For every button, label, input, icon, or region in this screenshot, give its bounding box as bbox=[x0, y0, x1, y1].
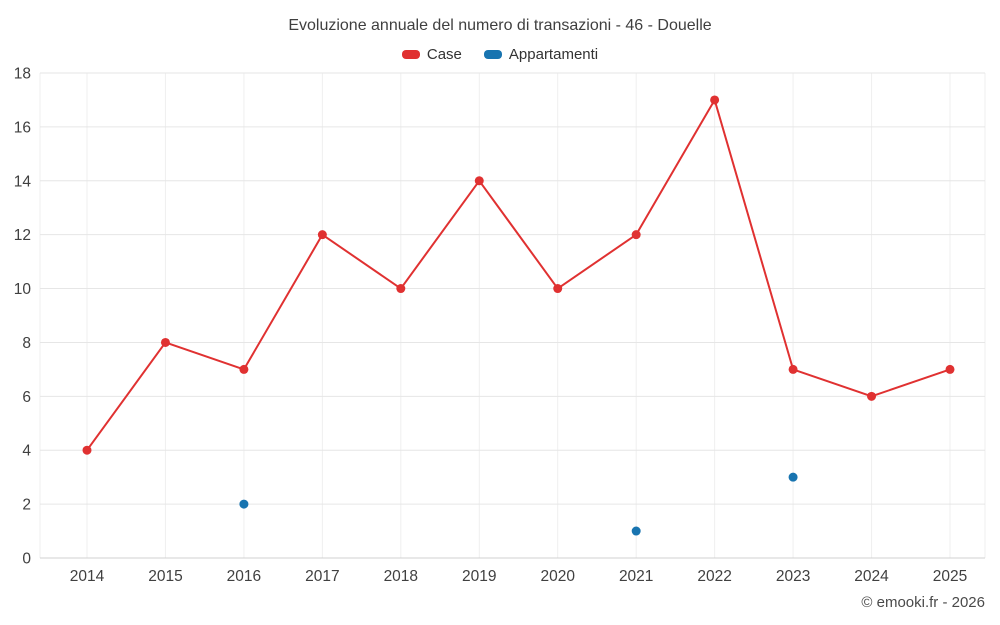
case-legend-label: Case bbox=[426, 46, 462, 63]
x-tick-label: 2015 bbox=[148, 568, 182, 585]
case-line bbox=[86, 98, 951, 452]
x-tick-label: 2019 bbox=[462, 568, 496, 585]
y-tick-label: 18 bbox=[14, 66, 31, 83]
copyright: © emooki.fr - 2026 bbox=[861, 594, 985, 611]
case-point[interactable] bbox=[82, 445, 92, 455]
case-point[interactable] bbox=[239, 364, 249, 374]
appartamenti-point[interactable] bbox=[788, 472, 798, 482]
case-point[interactable] bbox=[788, 364, 798, 374]
case-point[interactable] bbox=[631, 230, 641, 240]
y-tick-label: 10 bbox=[14, 281, 32, 298]
case-point[interactable] bbox=[867, 391, 877, 401]
x-tick-label: 2018 bbox=[384, 568, 418, 585]
appartamenti-point[interactable] bbox=[631, 526, 641, 536]
chart-legend: Case Appartamenti bbox=[0, 46, 1000, 63]
x-tick-label: 2022 bbox=[697, 568, 731, 585]
x-tick-label: 2024 bbox=[854, 568, 889, 585]
x-tick-label: 2014 bbox=[70, 568, 105, 585]
case-point[interactable] bbox=[553, 284, 563, 294]
case-point[interactable] bbox=[945, 364, 955, 374]
x-tick-label: 2016 bbox=[227, 568, 261, 585]
case-point[interactable] bbox=[160, 337, 170, 347]
y-tick-label: 6 bbox=[22, 389, 31, 406]
case-point[interactable] bbox=[396, 284, 406, 294]
y-tick-label: 2 bbox=[22, 497, 31, 514]
x-tick-label: 2023 bbox=[776, 568, 810, 585]
appartamenti-legend-swatch bbox=[483, 50, 502, 59]
y-tick-label: 8 bbox=[22, 335, 31, 352]
legend-item-appartamenti[interactable]: Appartamenti bbox=[483, 46, 599, 63]
case-point[interactable] bbox=[317, 230, 327, 240]
x-tick-label: 2025 bbox=[933, 568, 967, 585]
case-point[interactable] bbox=[474, 176, 484, 186]
case-point[interactable] bbox=[710, 95, 720, 105]
chart-title: Evoluzione annuale del numero di transaz… bbox=[288, 17, 712, 34]
case-legend-swatch bbox=[401, 50, 420, 59]
y-tick-label: 12 bbox=[14, 227, 31, 244]
y-tick-label: 0 bbox=[22, 551, 31, 568]
y-tick-label: 4 bbox=[22, 443, 31, 460]
x-tick-label: 2021 bbox=[619, 568, 653, 585]
y-tick-label: 14 bbox=[14, 173, 32, 190]
legend-item-case[interactable]: Case bbox=[401, 46, 462, 63]
x-tick-label: 2020 bbox=[540, 568, 575, 585]
appartamenti-legend-label: Appartamenti bbox=[508, 46, 599, 63]
x-tick-label: 2017 bbox=[305, 568, 339, 585]
y-tick-label: 16 bbox=[14, 119, 31, 136]
appartamenti-point[interactable] bbox=[239, 499, 249, 509]
